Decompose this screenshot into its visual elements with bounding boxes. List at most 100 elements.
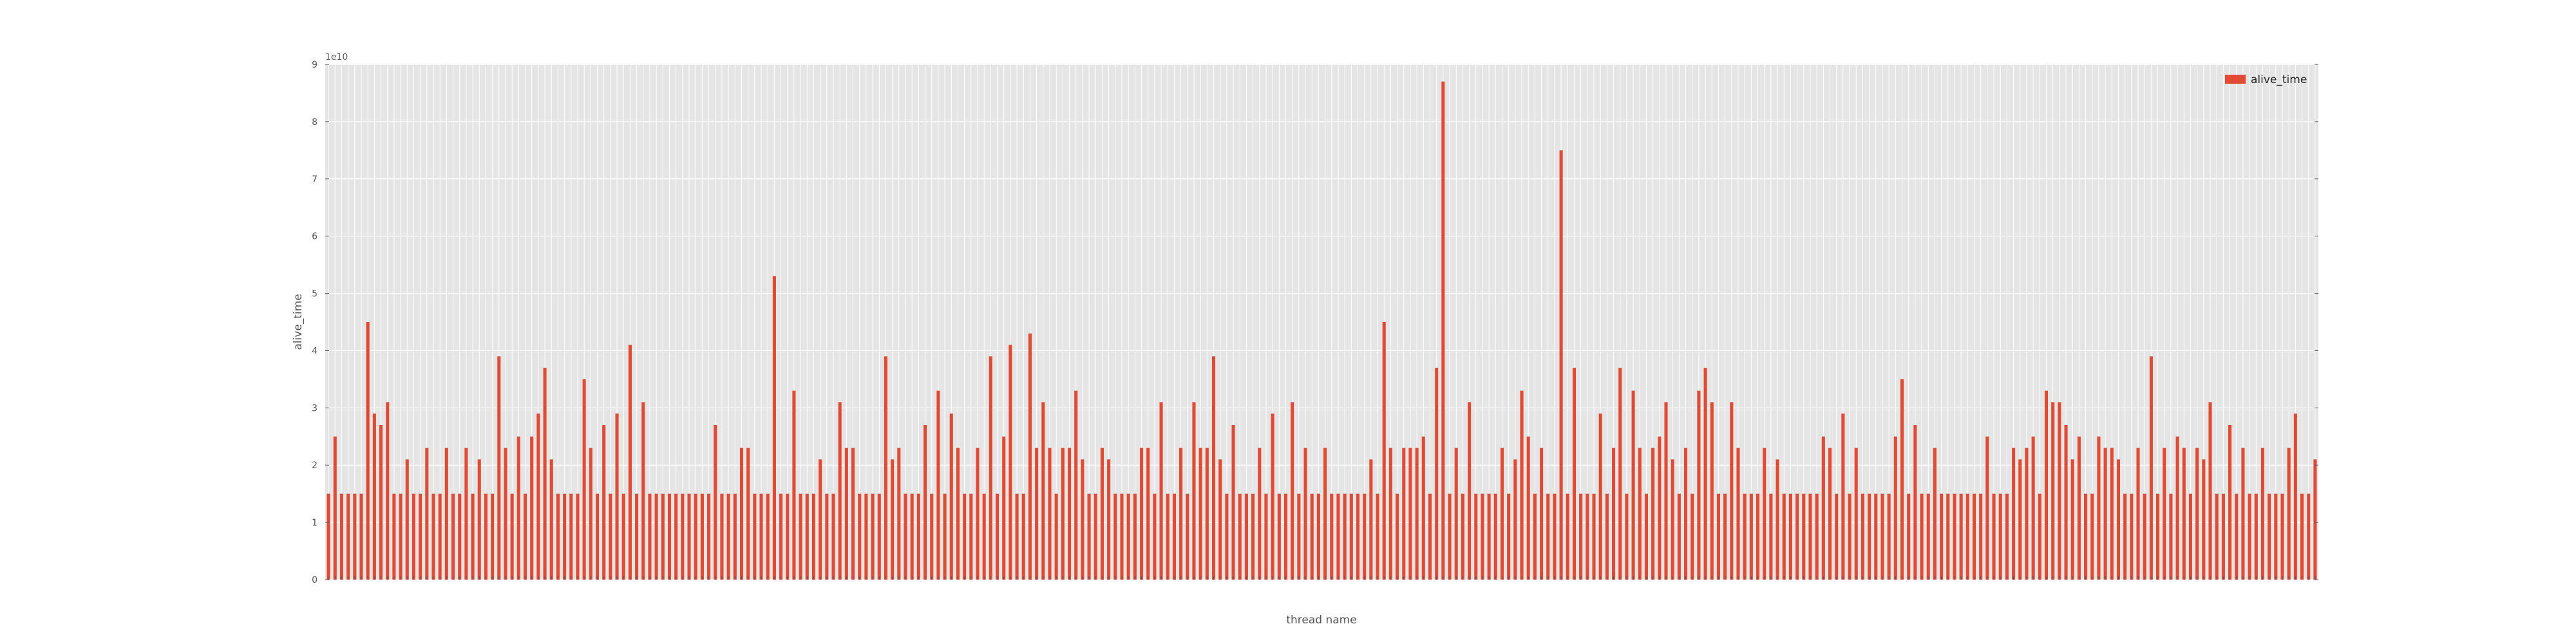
y-tick-label: 2 [312,460,317,471]
bar [871,493,875,580]
bar [1907,493,1911,580]
bar [1553,493,1557,580]
bar [1979,493,1983,580]
bar [1120,493,1124,580]
bar [858,493,862,580]
bar [2293,413,2297,580]
bar [1021,493,1025,580]
bar [346,493,350,580]
bar [1310,493,1314,580]
bar [949,413,953,580]
bar [805,493,809,580]
bar [799,493,802,580]
bar [1493,493,1497,580]
bar [491,493,495,580]
bar [1283,493,1288,580]
x-axis-label: thread name [1286,614,1356,627]
y-offset-text: 1e10 [325,52,348,62]
bar [1592,493,1596,580]
bar [1513,459,1517,580]
bar [2188,493,2193,580]
bar [1821,436,1825,580]
bar [609,493,612,580]
bar [838,402,842,580]
bar [1671,459,1674,580]
bar [1028,333,1032,580]
y-tick-label: 4 [312,346,317,356]
bar [726,493,730,580]
bar [1041,402,1045,580]
bar [1920,493,1924,580]
bar [530,436,534,580]
bar [1435,368,1439,580]
bar [1579,493,1583,580]
bar [576,493,580,580]
bar [1415,448,1419,580]
legend-label: alive_time [2251,73,2307,86]
bar [1644,493,1649,580]
bar [1186,493,1189,580]
bar [1009,345,1012,580]
bar [1795,493,1799,580]
bar [1376,493,1379,580]
bar [654,493,658,580]
bar [786,493,790,580]
bar [1094,493,1097,580]
bar [674,493,678,580]
bar [2175,436,2179,580]
bar [444,448,448,580]
bar [1258,448,1262,580]
bar [1408,448,1412,580]
bar [2031,436,2035,580]
bar [1002,436,1006,580]
bar [1572,368,1577,580]
bar [1683,448,1688,580]
bar [2287,448,2291,580]
bar [700,493,704,580]
bar [1454,448,1458,580]
bar [739,448,744,580]
bar [484,493,488,580]
bar [595,493,600,580]
bar [339,493,343,580]
bar [1965,493,1969,580]
bar [1926,493,1930,580]
bar [2058,402,2061,580]
bar [431,493,435,580]
bar [1441,81,1445,580]
bar [2103,448,2107,580]
bar [419,493,422,580]
bar [471,493,475,580]
bar [549,459,553,580]
bar [995,493,999,580]
bar [1533,493,1537,580]
bar [1815,493,1819,580]
bar [2195,448,2199,580]
bar [687,493,691,580]
bar [1061,448,1065,580]
bar [779,493,783,580]
bar [851,448,855,580]
bar [1749,493,1753,580]
bar [497,356,501,580]
bar [589,448,592,580]
bar [392,493,396,580]
bar [1716,493,1720,580]
bar [1546,493,1550,580]
bar [2038,493,2041,580]
bar [1520,390,1524,580]
bar [2143,493,2146,580]
bar [451,493,455,580]
bar [1291,402,1294,580]
bar [1225,493,1229,580]
bar [1107,459,1111,580]
bar [2313,459,2317,580]
bar [2221,493,2225,580]
bar [1468,402,1472,580]
bar [661,493,665,580]
legend: alive_time [2225,73,2307,86]
bar [825,493,829,580]
bar [458,493,462,580]
bar [425,448,429,580]
bar [1586,493,1589,580]
